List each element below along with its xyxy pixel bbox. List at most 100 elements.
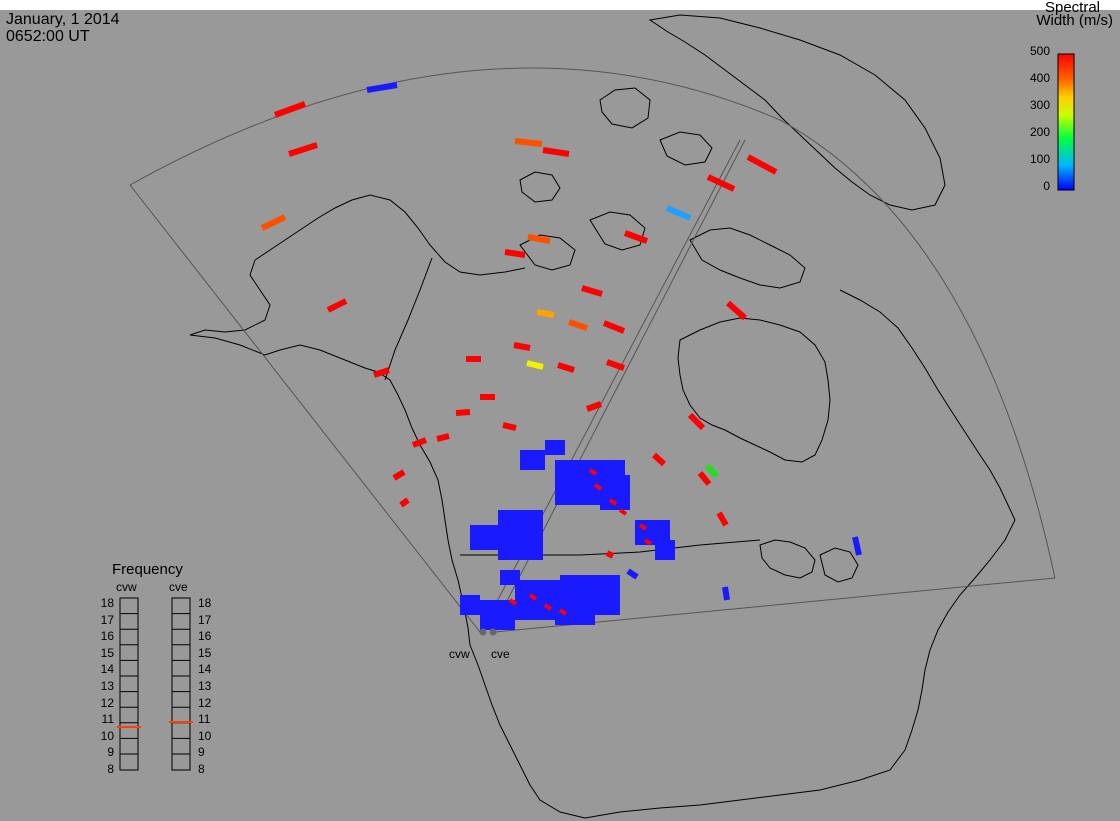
freq-scale-label: 15 (100, 645, 114, 660)
radar-cell (527, 234, 551, 244)
coastline-baffin (689, 227, 806, 289)
freq-box-cve (171, 597, 191, 771)
freq-scale-label: 9 (107, 745, 114, 760)
radar-cell (726, 300, 747, 321)
freq-scale-label: 15 (198, 645, 212, 660)
freq-scale-label: 11 (101, 712, 114, 727)
radar-cell (508, 598, 518, 606)
colorbar-tick: 400 (1029, 71, 1050, 85)
radar-cell (608, 498, 618, 506)
freq-scale-label: 12 (198, 695, 212, 710)
freq-scale-label: 14 (198, 662, 212, 677)
radar-cell (513, 342, 531, 351)
radar-cell-cluster (520, 450, 545, 470)
radar-cell (722, 586, 730, 601)
freq-scale-label: 9 (198, 745, 205, 760)
radar-cell (602, 320, 626, 334)
coastline-hudson-bay (677, 317, 831, 463)
freq-scale-label: 12 (100, 695, 114, 710)
frequency-panel (117, 597, 193, 771)
coastline-great-lakes-1 (759, 539, 816, 579)
freq-scale-label: 13 (100, 679, 114, 693)
radar-cell (273, 101, 307, 118)
freq-scale-label: 18 (198, 596, 212, 610)
freq-scale-label: 10 (198, 728, 212, 743)
coastline-alaska (189, 334, 586, 819)
colorbar-title-line1: Spectral (1044, 0, 1100, 16)
radar-cell (643, 538, 653, 546)
colorbar-tick: 0 (1043, 179, 1050, 193)
radar-cell (260, 214, 287, 231)
frequency-title: Frequency (112, 561, 183, 578)
radar-cell (852, 536, 862, 556)
radar-cell (593, 483, 603, 491)
radar-cell (626, 568, 639, 580)
radar-site-label-cve: cve (491, 647, 510, 661)
radar-cell (557, 362, 575, 373)
radar-cell (514, 138, 543, 147)
radar-cell (581, 285, 603, 297)
radar-cell (588, 468, 598, 476)
radar-cell (568, 319, 588, 331)
radar-cell (585, 401, 603, 412)
coastline-arctic-5 (659, 131, 713, 166)
coastline-great-lakes-2 (819, 547, 859, 583)
radar-cell (746, 154, 778, 175)
radar-cell (543, 603, 553, 611)
radar-cell (373, 367, 390, 378)
colorbar-tick: 300 (1029, 98, 1050, 112)
radar-cell-cluster (460, 595, 480, 615)
coastline-alaska-west (189, 259, 271, 336)
freq-scale-label: 17 (100, 612, 114, 627)
radar-cell (618, 508, 628, 516)
coastline-alaska-north (254, 194, 526, 276)
colorbar (1057, 53, 1075, 191)
freq-radar-label-cve: cve (169, 580, 188, 594)
coastline-arctic-4 (519, 171, 561, 203)
map-background (0, 10, 1120, 821)
radar-cell (436, 433, 450, 442)
border-alaska-canada (384, 257, 433, 381)
radar-cell (526, 360, 544, 370)
radar-cell (704, 463, 720, 479)
radar-cell (455, 409, 471, 416)
radar-cell (366, 82, 398, 93)
radar-cell (638, 523, 648, 531)
coastline-east-us (904, 519, 1016, 751)
fov-left-edge (129, 184, 481, 633)
radar-cell (399, 497, 410, 508)
radar-cell-cluster (498, 510, 543, 560)
radar-cell-cluster (595, 590, 620, 615)
freq-scale-label: 10 (100, 728, 114, 743)
data-cells (260, 82, 862, 630)
colorbar-title-line2: Width (m/s) (1036, 12, 1113, 29)
top-border (0, 0, 1120, 10)
radar-cell (504, 249, 526, 258)
freq-scale-label: 14 (100, 662, 114, 677)
radar-cell-cluster (480, 600, 515, 630)
freq-scale-label: 8 (198, 762, 205, 776)
radar-site-label-cvw: cvw (449, 647, 470, 661)
coastline-arctic-1 (519, 234, 576, 271)
freq-box-cvw (119, 597, 139, 771)
radar-cell (542, 147, 570, 157)
radar-cell (536, 309, 555, 318)
radar-cell-cluster (545, 440, 565, 455)
radar-cell (651, 452, 667, 467)
coastline-greenland (648, 14, 946, 211)
radar-cell (687, 412, 706, 431)
radar-cell (716, 511, 729, 527)
radar-cell-cluster (470, 525, 500, 550)
radar-site-cve-marker (489, 628, 497, 636)
radar-cell (605, 550, 615, 559)
freq-scale-label: 17 (198, 612, 212, 627)
radar-cell (392, 469, 406, 481)
colorbar-tick: 200 (1029, 125, 1050, 139)
map-canvas (0, 10, 1120, 821)
colorbar-tick: 500 (1029, 44, 1050, 58)
coastline-mexico (584, 749, 906, 819)
radar-cell (697, 471, 712, 486)
fov-outer-arc (129, 67, 1056, 579)
radar-cell (288, 142, 318, 157)
